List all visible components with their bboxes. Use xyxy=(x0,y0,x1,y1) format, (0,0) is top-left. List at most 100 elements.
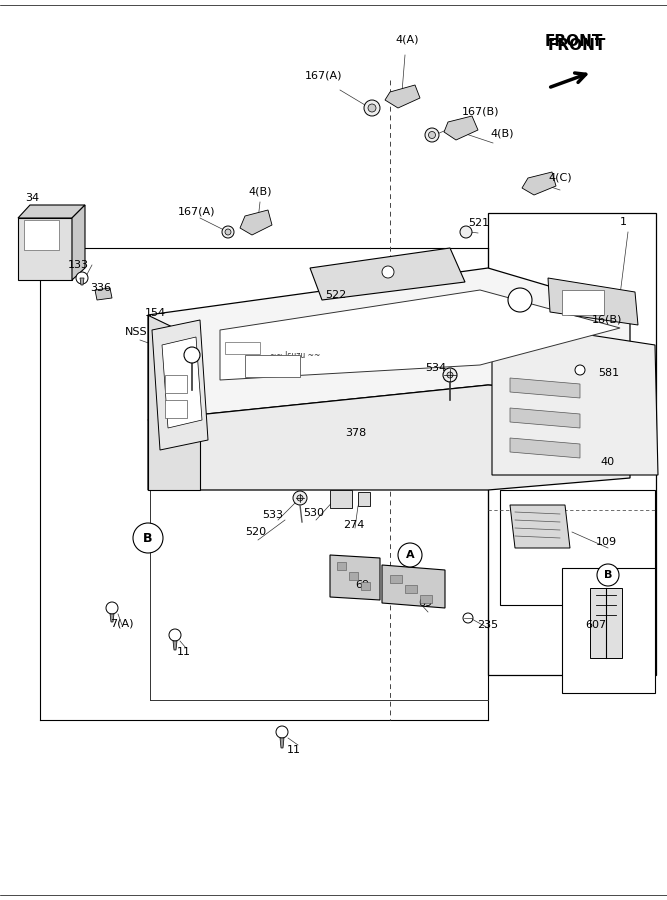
Circle shape xyxy=(364,100,380,116)
Text: 167(B): 167(B) xyxy=(462,107,500,117)
Text: 11: 11 xyxy=(177,647,191,657)
Text: NSS: NSS xyxy=(125,327,147,337)
Text: FRONT: FRONT xyxy=(548,38,606,52)
Text: 167(A): 167(A) xyxy=(305,70,342,80)
Bar xyxy=(500,490,655,605)
Bar xyxy=(24,220,59,250)
Text: 133: 133 xyxy=(68,260,89,270)
Text: 69: 69 xyxy=(418,598,432,608)
Text: A: A xyxy=(516,295,524,305)
Text: 4(C): 4(C) xyxy=(548,173,572,183)
Text: 34: 34 xyxy=(25,193,39,203)
Polygon shape xyxy=(240,210,272,235)
Circle shape xyxy=(575,365,585,375)
Polygon shape xyxy=(310,248,465,300)
Text: 1: 1 xyxy=(620,217,627,227)
Circle shape xyxy=(297,495,303,501)
Polygon shape xyxy=(148,268,630,420)
Text: 4(B): 4(B) xyxy=(490,128,514,138)
Bar xyxy=(562,290,604,315)
Bar xyxy=(562,568,655,693)
Text: B: B xyxy=(604,570,612,580)
Bar xyxy=(405,585,417,593)
Polygon shape xyxy=(110,614,114,622)
Polygon shape xyxy=(72,205,85,280)
Text: 40: 40 xyxy=(600,457,614,467)
Polygon shape xyxy=(148,385,630,490)
Bar xyxy=(358,492,370,506)
Circle shape xyxy=(447,372,453,378)
Text: 378: 378 xyxy=(345,428,366,438)
Circle shape xyxy=(222,226,234,238)
Text: 607: 607 xyxy=(585,620,606,630)
Polygon shape xyxy=(385,85,420,108)
Circle shape xyxy=(463,613,473,623)
Bar xyxy=(165,400,187,418)
Text: 274: 274 xyxy=(343,520,364,530)
Text: A: A xyxy=(406,550,414,560)
Polygon shape xyxy=(510,408,580,428)
Text: 235: 235 xyxy=(477,620,498,630)
Polygon shape xyxy=(492,320,658,475)
Circle shape xyxy=(106,602,118,614)
Bar xyxy=(245,355,300,377)
Polygon shape xyxy=(510,378,580,398)
Bar xyxy=(361,582,370,590)
Text: 4(A): 4(A) xyxy=(395,35,418,45)
Bar xyxy=(337,562,346,570)
Text: B: B xyxy=(143,532,153,544)
Polygon shape xyxy=(280,738,284,748)
Circle shape xyxy=(597,564,619,586)
Bar xyxy=(330,490,352,508)
Polygon shape xyxy=(590,588,622,658)
Polygon shape xyxy=(510,438,580,458)
Polygon shape xyxy=(152,320,208,450)
Circle shape xyxy=(293,491,307,505)
Circle shape xyxy=(398,543,422,567)
Text: 530: 530 xyxy=(303,508,324,518)
Polygon shape xyxy=(330,555,380,600)
Text: 581: 581 xyxy=(598,368,619,378)
Text: 167(A): 167(A) xyxy=(178,207,215,217)
Bar xyxy=(165,375,187,393)
Circle shape xyxy=(276,726,288,738)
Text: FRONT: FRONT xyxy=(545,34,604,50)
Polygon shape xyxy=(548,278,638,325)
Polygon shape xyxy=(510,505,570,548)
Polygon shape xyxy=(382,565,445,608)
Circle shape xyxy=(169,629,181,641)
Bar xyxy=(390,575,402,583)
Circle shape xyxy=(225,229,231,235)
Circle shape xyxy=(368,104,376,112)
Text: 520: 520 xyxy=(245,527,266,537)
Polygon shape xyxy=(444,116,478,140)
Polygon shape xyxy=(522,172,556,195)
Circle shape xyxy=(508,288,532,312)
Text: 4(B): 4(B) xyxy=(248,187,271,197)
Text: 533: 533 xyxy=(262,510,283,520)
Bar xyxy=(488,213,656,675)
Polygon shape xyxy=(80,278,84,285)
Polygon shape xyxy=(173,641,177,650)
Polygon shape xyxy=(220,290,620,380)
Text: 534: 534 xyxy=(425,363,446,373)
Bar xyxy=(420,595,432,603)
Circle shape xyxy=(76,272,88,284)
Circle shape xyxy=(443,368,457,382)
Text: 11: 11 xyxy=(287,745,301,755)
Polygon shape xyxy=(95,288,112,300)
Text: 7(A): 7(A) xyxy=(110,618,133,628)
Text: ~~ Isuzu ~~: ~~ Isuzu ~~ xyxy=(270,350,320,359)
Polygon shape xyxy=(162,337,202,428)
Text: 522: 522 xyxy=(325,290,346,300)
Text: 109: 109 xyxy=(596,537,617,547)
Circle shape xyxy=(133,523,163,553)
Circle shape xyxy=(184,347,200,363)
Circle shape xyxy=(425,128,439,142)
Circle shape xyxy=(428,131,436,139)
Bar xyxy=(225,342,260,354)
Text: 521: 521 xyxy=(468,218,489,228)
Polygon shape xyxy=(18,205,85,218)
Polygon shape xyxy=(148,315,200,490)
Text: 154: 154 xyxy=(145,308,166,318)
